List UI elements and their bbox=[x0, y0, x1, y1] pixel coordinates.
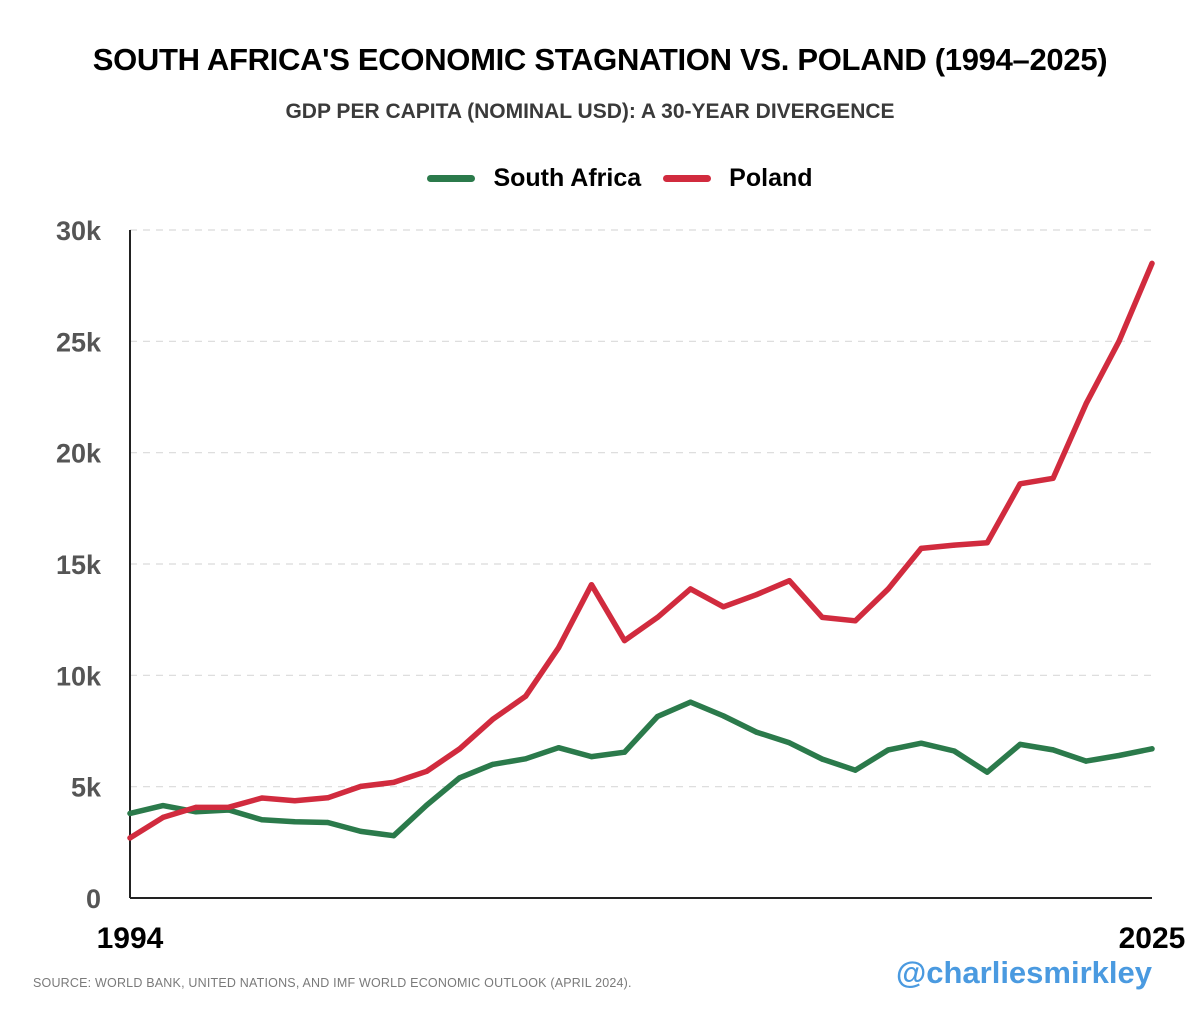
data-point-south-africa-2006 bbox=[523, 756, 529, 762]
data-point-poland-1994 bbox=[127, 835, 133, 841]
data-point-south-africa-2013 bbox=[753, 729, 760, 735]
data-point-south-africa-2021 bbox=[1017, 741, 1023, 748]
data-point-south-africa-2022 bbox=[1050, 747, 1056, 753]
chart-subtitle: GDP PER CAPITA (NOMINAL USD): A 30-YEAR … bbox=[285, 100, 895, 123]
data-point-poland-1996 bbox=[193, 804, 199, 811]
data-point-poland-2011 bbox=[687, 586, 694, 592]
source-note: SOURCE: WORLD BANK, UNITED NATIONS, AND … bbox=[33, 976, 632, 990]
data-point-poland-1999 bbox=[292, 798, 298, 804]
data-point-south-africa-2005 bbox=[490, 761, 496, 768]
data-point-poland-2020 bbox=[984, 540, 990, 546]
data-point-poland-2014 bbox=[786, 578, 793, 584]
data-point-south-africa-2025 bbox=[1149, 746, 1155, 752]
series-line-south-africa bbox=[127, 699, 1155, 839]
legend-label-poland: Poland bbox=[729, 164, 813, 192]
x-tick-label-2025: 2025 bbox=[1119, 922, 1186, 955]
data-point-poland-2003 bbox=[424, 768, 430, 774]
legend-label-south-africa: South Africa bbox=[493, 164, 642, 192]
data-point-south-africa-2016 bbox=[852, 767, 858, 773]
legend-swatch-south-africa bbox=[427, 175, 476, 182]
data-point-poland-2015 bbox=[819, 614, 825, 621]
author-handle[interactable]: @charliesmirkley bbox=[896, 955, 1152, 990]
data-point-poland-2018 bbox=[918, 545, 924, 552]
data-point-south-africa-2003 bbox=[424, 802, 430, 808]
data-point-south-africa-2002 bbox=[391, 833, 397, 839]
data-point-south-africa-2015 bbox=[819, 756, 825, 762]
data-point-south-africa-2019 bbox=[951, 748, 957, 754]
y-tick-label-15k: 15k bbox=[56, 550, 102, 580]
data-point-south-africa-1995 bbox=[160, 803, 166, 809]
y-tick-label-0: 0 bbox=[86, 884, 101, 914]
data-point-south-africa-2024 bbox=[1116, 752, 1122, 759]
data-point-poland-2017 bbox=[885, 586, 891, 592]
data-point-poland-2022 bbox=[1050, 475, 1056, 481]
data-point-poland-2005 bbox=[490, 716, 496, 723]
data-point-south-africa-2023 bbox=[1083, 758, 1089, 764]
y-tick-label-5k: 5k bbox=[71, 773, 102, 803]
series-line-poland bbox=[127, 260, 1155, 841]
data-point-poland-2007 bbox=[556, 645, 562, 651]
data-point-poland-2019 bbox=[951, 542, 957, 548]
y-tick-label-10k: 10k bbox=[56, 661, 102, 691]
data-point-south-africa-1999 bbox=[292, 819, 298, 825]
data-point-poland-2021 bbox=[1017, 481, 1023, 487]
data-point-south-africa-2004 bbox=[457, 775, 463, 781]
chart-legend: South Africa Poland bbox=[0, 164, 1200, 193]
data-point-poland-2002 bbox=[391, 779, 397, 786]
data-point-poland-2025 bbox=[1149, 260, 1155, 266]
x-tick-label-1994: 1994 bbox=[97, 922, 164, 955]
data-point-south-africa-2017 bbox=[885, 747, 891, 753]
data-point-south-africa-2018 bbox=[918, 740, 924, 746]
data-point-south-africa-2014 bbox=[786, 740, 793, 746]
data-point-south-africa-2008 bbox=[588, 754, 595, 760]
data-point-south-africa-2020 bbox=[984, 769, 990, 775]
data-point-poland-2010 bbox=[654, 614, 661, 621]
data-point-south-africa-2012 bbox=[720, 713, 727, 719]
data-point-poland-2009 bbox=[621, 638, 628, 644]
legend-swatch-poland bbox=[663, 175, 712, 182]
data-point-poland-2013 bbox=[753, 592, 760, 598]
data-point-poland-2004 bbox=[457, 746, 463, 752]
data-point-poland-2012 bbox=[720, 604, 727, 610]
y-tick-label-20k: 20k bbox=[56, 439, 102, 469]
data-point-poland-2016 bbox=[852, 618, 858, 624]
data-point-poland-1998 bbox=[259, 795, 265, 801]
legend-item-south-africa: South Africa bbox=[427, 164, 641, 193]
data-point-south-africa-2010 bbox=[654, 713, 661, 720]
data-point-south-africa-2007 bbox=[556, 745, 562, 751]
data-point-poland-2000 bbox=[325, 795, 331, 801]
data-point-south-africa-2001 bbox=[358, 828, 364, 835]
data-point-south-africa-1998 bbox=[259, 817, 265, 823]
data-point-poland-2024 bbox=[1116, 338, 1122, 344]
data-point-south-africa-2009 bbox=[621, 749, 628, 755]
y-tick-label-25k: 25k bbox=[56, 327, 102, 357]
data-point-poland-2006 bbox=[523, 693, 529, 699]
data-point-south-africa-2000 bbox=[325, 819, 331, 826]
data-point-south-africa-2011 bbox=[687, 699, 694, 705]
chart-title: SOUTH AFRICA'S ECONOMIC STAGNATION VS. P… bbox=[92, 42, 1108, 77]
y-tick-label-30k: 30k bbox=[56, 216, 102, 246]
data-point-poland-1995 bbox=[160, 814, 166, 821]
data-point-poland-2023 bbox=[1083, 401, 1089, 407]
legend-item-poland: Poland bbox=[663, 164, 813, 193]
data-point-poland-2001 bbox=[358, 783, 364, 790]
data-point-poland-1997 bbox=[226, 804, 232, 810]
data-point-poland-2008 bbox=[588, 582, 595, 588]
data-point-south-africa-1994 bbox=[127, 810, 133, 817]
